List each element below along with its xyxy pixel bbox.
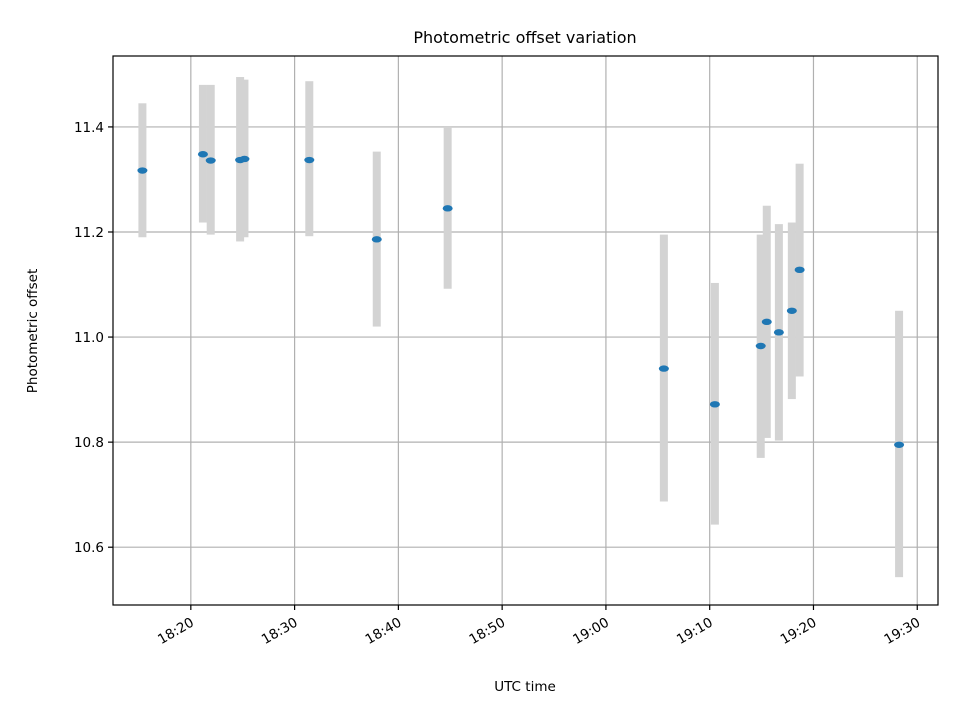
data-point [709, 401, 720, 408]
data-point [755, 342, 766, 350]
y-tick-label: 10.6 [74, 540, 104, 556]
chart-title: Photometric offset variation [413, 28, 636, 47]
y-axis-label: Photometric offset [25, 269, 41, 393]
data-point [442, 205, 453, 212]
plot-frame [112, 55, 939, 606]
data-point [894, 441, 905, 448]
data-point [371, 236, 382, 243]
data-point [786, 307, 797, 314]
data-point [794, 266, 805, 274]
data-point [197, 151, 208, 158]
data-point [773, 329, 784, 336]
y-tick-label: 10.8 [74, 435, 104, 451]
data-point [304, 156, 315, 164]
y-tick-label: 11.2 [74, 225, 104, 241]
y-tick-label: 11.0 [74, 330, 104, 346]
data-point [205, 157, 216, 164]
data-point [761, 318, 772, 326]
data-point [239, 155, 250, 163]
data-point [658, 365, 669, 372]
point-layer [137, 151, 905, 448]
data-point [137, 167, 148, 174]
y-tick-label: 11.4 [74, 120, 104, 136]
x-axis-label: UTC time [494, 679, 556, 695]
